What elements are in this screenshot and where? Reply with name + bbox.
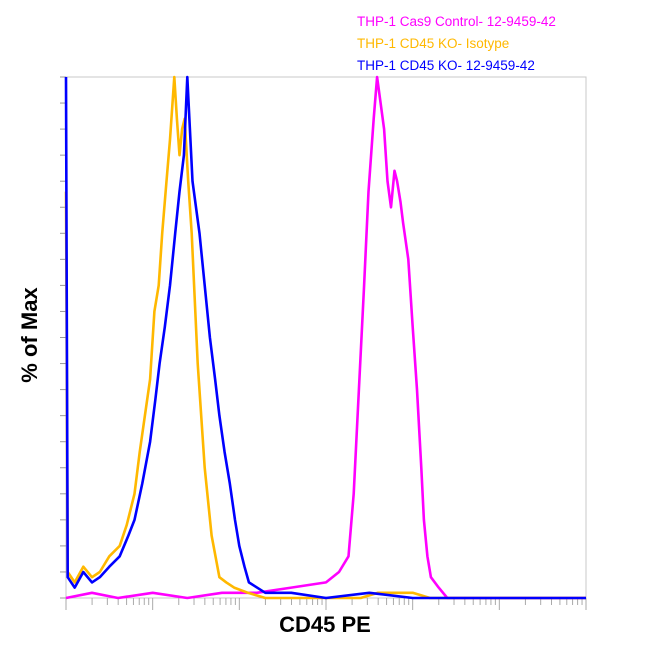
legend-entry-isotype: THP-1 CD45 KO- Isotype	[357, 36, 510, 51]
series-line-1	[64, 75, 586, 600]
series-line-0	[65, 75, 586, 600]
x-axis-label: CD45 PE	[279, 612, 371, 637]
series-line-2	[64, 75, 586, 600]
legend-entry-control: THP-1 Cas9 Control- 12-9459-42	[357, 14, 556, 29]
legend-entry-ko: THP-1 CD45 KO- 12-9459-42	[357, 58, 535, 73]
plot-frame	[65, 76, 587, 599]
y-axis-label: % of Max	[17, 287, 42, 383]
